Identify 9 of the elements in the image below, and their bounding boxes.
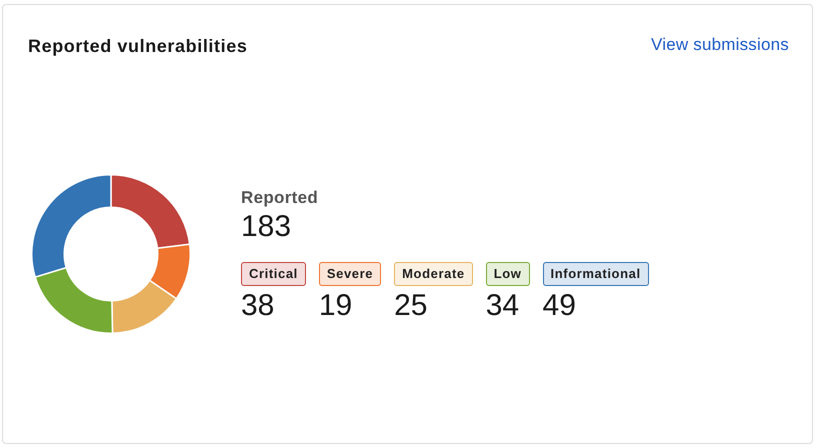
data-label: 34	[486, 289, 520, 323]
data-label: 25	[394, 289, 428, 323]
text: View submissions	[651, 35, 789, 55]
data-label: 38	[241, 289, 274, 323]
data-label: 49	[542, 289, 576, 323]
text: Reported	[241, 188, 320, 208]
chart-title: Reported vulnerabilities	[28, 35, 248, 57]
data-label: 19	[318, 289, 352, 323]
text: 183	[241, 210, 292, 244]
